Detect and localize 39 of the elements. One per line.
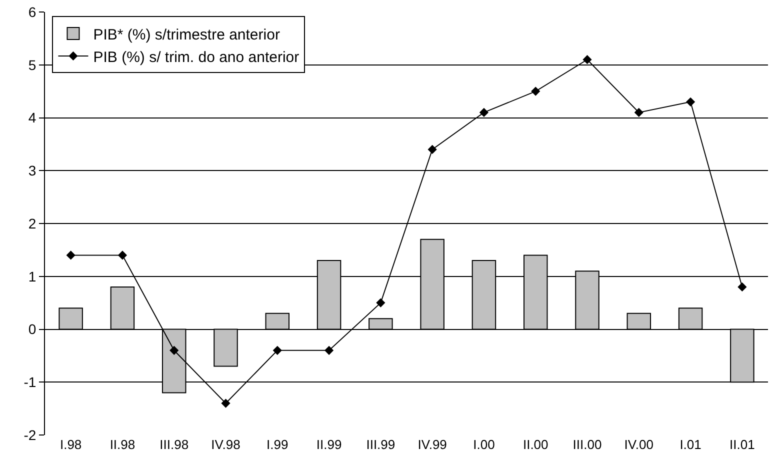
point	[582, 55, 592, 64]
x-tick-label: II.99	[316, 437, 342, 452]
y-tick-label: 4	[28, 110, 36, 126]
point	[376, 298, 386, 308]
x-tick-label: III.98	[160, 437, 189, 452]
x-tick-label: IV.99	[418, 437, 447, 452]
x-tick-label: II.01	[730, 437, 755, 452]
y-tick-label: 1	[28, 268, 36, 284]
x-tick-label: IV.00	[624, 437, 654, 452]
x-tick-label: II.98	[110, 437, 136, 452]
x-tick-label: III.00	[572, 437, 602, 452]
point	[118, 250, 128, 260]
x-tick-label: I.99	[266, 437, 288, 452]
point	[170, 346, 179, 355]
point	[272, 346, 282, 355]
legend-label: PIB (%) s/ trim. do ano anterior	[93, 48, 300, 66]
y-tick-label: 3	[28, 162, 36, 179]
x-tick-label: I.98	[60, 437, 82, 452]
x-tick-label: I.01	[680, 437, 702, 452]
point	[221, 398, 230, 408]
point	[686, 97, 696, 106]
y-tick-label: 6	[28, 4, 36, 20]
point	[479, 108, 489, 118]
y-tick-label: 2	[28, 215, 36, 232]
point	[66, 250, 76, 260]
x-tick-label: IV.98	[211, 437, 240, 452]
y-tick-label: -1	[24, 374, 36, 390]
point	[738, 282, 747, 292]
point	[324, 346, 334, 355]
point	[634, 108, 644, 118]
y-tick-label: 5	[28, 56, 36, 73]
legend-label: PIB* (%) s/trimestre anterior	[93, 26, 280, 44]
x-tick-label: III.99	[366, 437, 396, 452]
point	[428, 144, 437, 154]
x-tick-label: II.00	[522, 437, 548, 452]
point	[531, 86, 540, 96]
x-tick-label: I.00	[473, 437, 495, 452]
y-tick-label: -2	[24, 426, 36, 443]
y-tick-label: 0	[28, 321, 36, 338]
